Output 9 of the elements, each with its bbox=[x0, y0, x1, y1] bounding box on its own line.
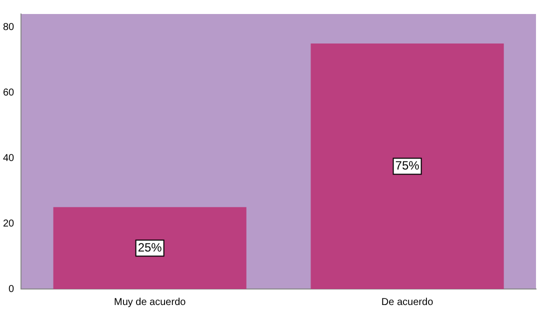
x-tick-label: De acuerdo bbox=[381, 296, 434, 308]
x-tick-label: Muy de acuerdo bbox=[114, 296, 186, 308]
y-tick-label: 60 bbox=[3, 87, 15, 98]
y-tick-label: 20 bbox=[3, 218, 15, 230]
data-label: 25% bbox=[138, 240, 162, 254]
data-label: 75% bbox=[395, 158, 420, 173]
y-tick-label: 0 bbox=[8, 284, 15, 295]
y-tick-label: 40 bbox=[3, 152, 15, 164]
y-tick-label: 80 bbox=[3, 22, 15, 33]
